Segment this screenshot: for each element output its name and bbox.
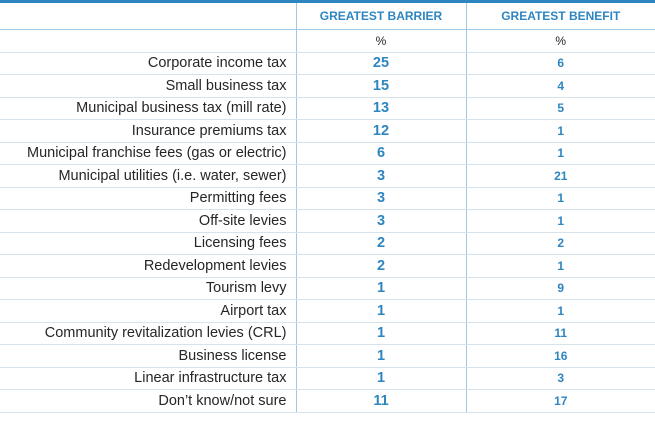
benefit-value: 1: [465, 187, 655, 210]
header-row: GREATEST BARRIER GREATEST BENEFIT: [0, 3, 655, 30]
benefit-value: 1: [465, 119, 655, 143]
barrier-value: 3: [295, 164, 466, 188]
row-label: Licensing fees: [0, 232, 296, 255]
table-row: Small business tax 15 4: [0, 74, 655, 98]
table-row: Tourism levy 1 9: [0, 277, 655, 300]
row-label: Off-site levies: [0, 209, 296, 233]
row-label: Municipal business tax (mill rate): [0, 97, 296, 120]
barrier-value: 1: [295, 277, 466, 300]
row-label: Tourism levy: [0, 277, 296, 300]
barrier-value: 1: [295, 322, 466, 345]
barrier-value: 13: [295, 97, 466, 120]
table-row: Municipal franchise fees (gas or electri…: [0, 142, 655, 165]
benefit-value: 1: [465, 209, 655, 233]
benefit-value: 5: [465, 97, 655, 120]
barrier-value: 3: [295, 187, 466, 210]
row-label: Municipal utilities (i.e. water, sewer): [0, 164, 296, 188]
table-row: Insurance premiums tax 12 1: [0, 119, 655, 143]
top-accent-bar: [0, 0, 655, 3]
barrier-value: 3: [295, 209, 466, 233]
row-label: Business license: [0, 344, 296, 368]
barrier-value: 11: [295, 389, 466, 413]
benefit-value: 3: [465, 367, 655, 390]
benefit-value: 1: [465, 254, 655, 278]
barrier-value: 2: [295, 254, 466, 278]
barrier-value: 25: [295, 52, 466, 75]
benefit-value: 1: [465, 299, 655, 323]
benefit-value: 2: [465, 232, 655, 255]
row-label: Small business tax: [0, 74, 296, 98]
row-label: Insurance premiums tax: [0, 119, 296, 143]
benefit-value: 21: [465, 164, 655, 188]
row-label: Permitting fees: [0, 187, 296, 210]
barrier-value: 2: [295, 232, 466, 255]
unit-row: % %: [0, 29, 655, 53]
table-row: Licensing fees 2 2: [0, 232, 655, 255]
benefit-value: 1: [465, 142, 655, 165]
barrier-value: 12: [295, 119, 466, 143]
table-row: Don’t know/not sure 11 17: [0, 389, 655, 413]
table-row: Business license 1 16: [0, 344, 655, 368]
barrier-value: 1: [295, 299, 466, 323]
barrier-benefit-table: GREATEST BARRIER GREATEST BENEFIT % % Co…: [0, 3, 655, 413]
barrier-value: 1: [295, 367, 466, 390]
table-row: Airport tax 1 1: [0, 299, 655, 323]
benefit-value: 16: [465, 344, 655, 368]
table-row: Permitting fees 3 1: [0, 187, 655, 210]
row-label: Linear infrastructure tax: [0, 367, 296, 390]
table-row: Municipal business tax (mill rate) 13 5: [0, 97, 655, 120]
row-label: Corporate income tax: [0, 52, 296, 75]
benefit-value: 4: [465, 74, 655, 98]
table-row: Linear infrastructure tax 1 3: [0, 367, 655, 390]
row-label: Don’t know/not sure: [0, 389, 296, 413]
table-row: Redevelopment levies 2 1: [0, 254, 655, 278]
benefit-value: 9: [465, 277, 655, 300]
row-label: Airport tax: [0, 299, 296, 323]
benefit-value: 11: [465, 322, 655, 345]
header-label-cell: [0, 3, 296, 30]
column-header-benefit: GREATEST BENEFIT: [465, 3, 655, 30]
column-header-barrier: GREATEST BARRIER: [295, 3, 466, 30]
barrier-value: 6: [295, 142, 466, 165]
table-row: Corporate income tax 25 6: [0, 52, 655, 75]
unit-barrier: %: [295, 29, 466, 53]
row-label: Municipal franchise fees (gas or electri…: [0, 142, 296, 165]
benefit-value: 6: [465, 52, 655, 75]
table-row: Off-site levies 3 1: [0, 209, 655, 233]
row-label: Community revitalization levies (CRL): [0, 322, 296, 345]
benefit-value: 17: [465, 389, 655, 413]
barrier-value: 1: [295, 344, 466, 368]
table-row: Municipal utilities (i.e. water, sewer) 3…: [0, 164, 655, 188]
unit-benefit: %: [465, 29, 655, 53]
unit-label-cell: [0, 29, 296, 53]
row-label: Redevelopment levies: [0, 254, 296, 278]
table-row: Community revitalization levies (CRL) 1 11: [0, 322, 655, 345]
barrier-value: 15: [295, 74, 466, 98]
